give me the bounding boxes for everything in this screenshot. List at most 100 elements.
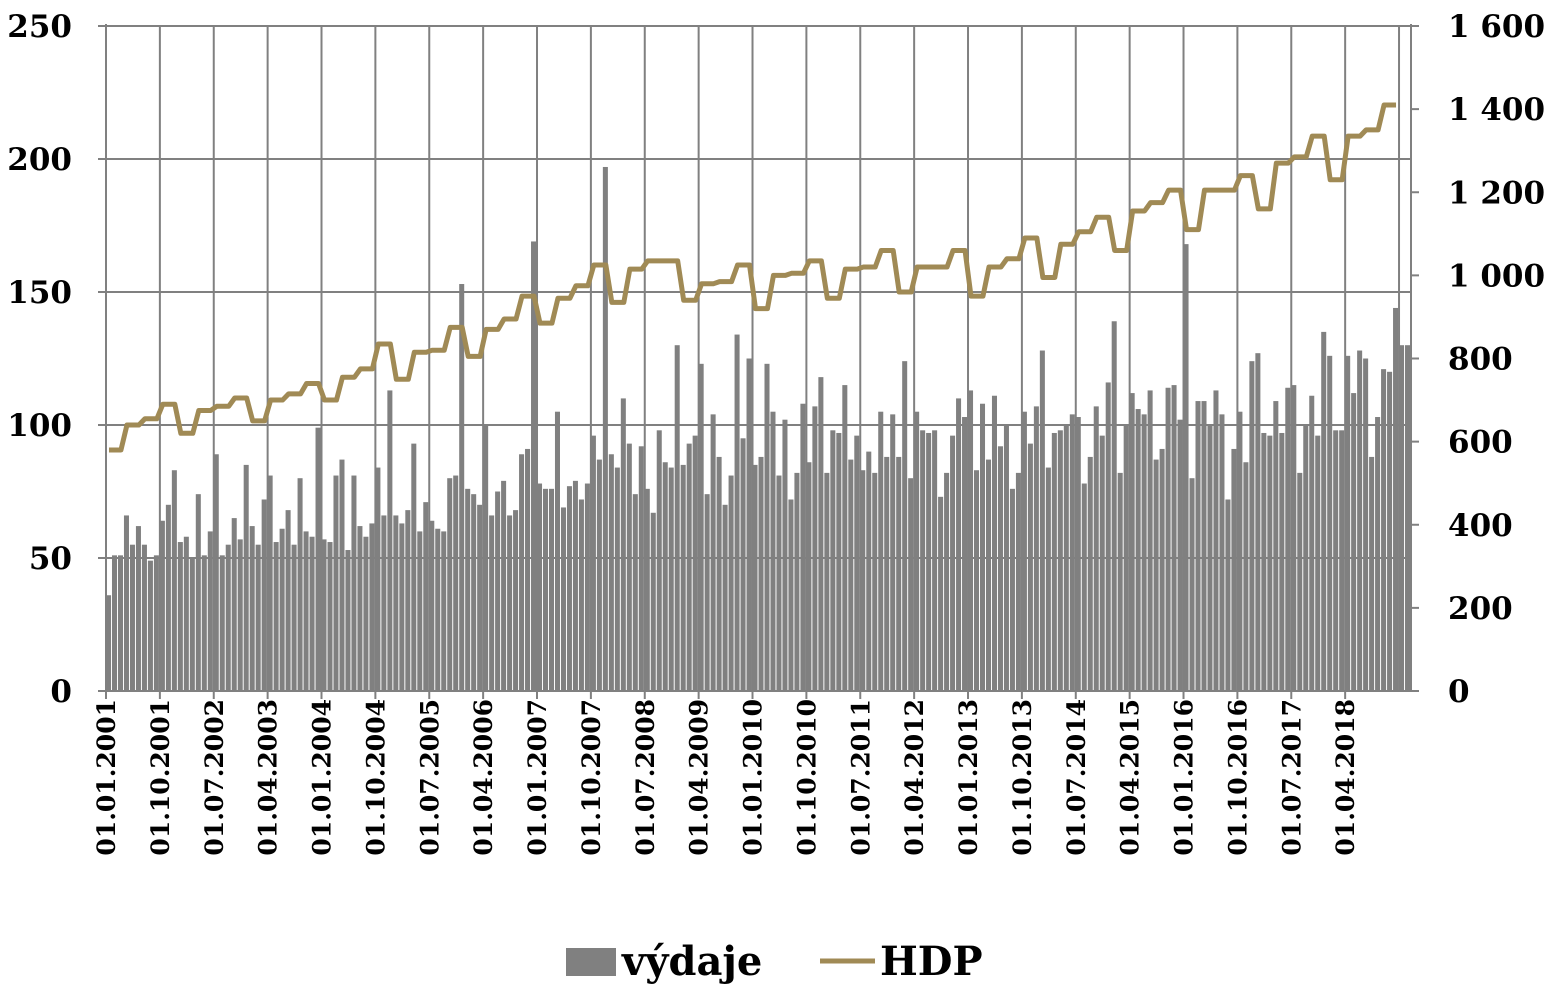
bar — [303, 531, 309, 691]
bar — [135, 526, 141, 691]
x-tick-label: 01.01.2010 — [739, 699, 768, 856]
bar — [387, 390, 393, 691]
bar — [542, 488, 549, 691]
bar — [836, 432, 842, 691]
hdp-line — [108, 102, 1397, 453]
bar — [213, 454, 219, 691]
bar — [578, 499, 584, 691]
left-tick-label: 250 — [7, 9, 72, 45]
bar — [513, 510, 519, 691]
bar — [525, 448, 531, 691]
bar — [483, 425, 489, 691]
bar — [614, 467, 620, 691]
bar — [219, 555, 225, 691]
bar — [698, 363, 704, 691]
bar — [985, 459, 992, 691]
right-tick-label: 200 — [1448, 591, 1513, 627]
bar — [531, 241, 537, 691]
bar — [453, 475, 459, 691]
bar — [1183, 244, 1189, 691]
bar — [381, 515, 387, 691]
bar — [351, 475, 357, 691]
bar — [878, 411, 884, 691]
x-tick-label: 01.01.2016 — [1170, 699, 1199, 856]
bar — [1099, 435, 1105, 691]
x-tick-label: 01.07.2005 — [415, 699, 444, 856]
right-tick-label: 1 400 — [1448, 92, 1545, 128]
bar — [153, 555, 159, 691]
bar — [806, 462, 812, 691]
bar — [291, 544, 297, 691]
bar — [632, 494, 638, 691]
bar — [1225, 499, 1231, 691]
bar — [1405, 345, 1411, 691]
bar — [560, 507, 566, 691]
bar — [734, 334, 740, 691]
x-tick-label: 01.07.2017 — [1277, 699, 1306, 856]
bar — [399, 523, 405, 691]
bar — [333, 475, 339, 691]
bar — [1093, 406, 1099, 691]
bar — [1297, 472, 1303, 691]
bar — [692, 435, 698, 691]
bar — [321, 539, 327, 691]
bar — [854, 435, 860, 691]
bar — [1267, 435, 1273, 691]
left-tick-label: 50 — [29, 541, 72, 577]
bar — [1075, 417, 1081, 691]
bar — [1357, 350, 1363, 691]
bar — [746, 358, 752, 691]
bar — [369, 523, 375, 691]
bar — [1087, 456, 1093, 691]
x-tick-label: 01.04.2003 — [254, 699, 283, 856]
right-tick-label: 0 — [1448, 674, 1470, 710]
bar — [908, 478, 914, 691]
bar — [1129, 393, 1135, 691]
x-tick-label: 01.01.2007 — [523, 699, 552, 856]
bar — [1195, 401, 1201, 691]
bar — [782, 419, 788, 691]
bar — [489, 515, 495, 691]
x-tick-label: 01.04.2006 — [469, 699, 498, 856]
x-tick-label: 01.04.2015 — [1116, 699, 1145, 856]
bar — [195, 494, 201, 691]
bar — [968, 390, 974, 691]
bar — [1399, 345, 1405, 691]
x-tick-label: 01.10.2004 — [361, 699, 390, 856]
bar — [459, 284, 465, 691]
bar — [357, 526, 363, 691]
bar — [896, 456, 902, 691]
bar — [1063, 425, 1069, 691]
bar — [1243, 462, 1249, 691]
bar — [279, 528, 285, 691]
bar — [1159, 448, 1165, 691]
bar — [1231, 448, 1237, 691]
legend-label-vydaje: výdaje — [621, 938, 762, 985]
bar — [842, 385, 848, 691]
bar — [1219, 414, 1225, 691]
bar — [1147, 390, 1153, 691]
bar — [1009, 488, 1015, 691]
bar — [1135, 409, 1141, 691]
x-tick-label: 01.01.2004 — [308, 699, 337, 856]
bar — [1315, 435, 1321, 691]
bar — [914, 411, 920, 691]
right-tick-label: 800 — [1448, 342, 1513, 378]
bar — [1153, 459, 1159, 691]
bar — [1105, 382, 1111, 691]
right-axis-ticks: 0 200 400 600 800 1 000 1 200 1 400 1 600 — [1411, 9, 1545, 710]
bar — [674, 345, 680, 691]
bar — [183, 536, 189, 691]
bar — [644, 488, 650, 691]
x-tick-label: 01.04.2012 — [900, 699, 929, 856]
bar — [1255, 353, 1261, 691]
bar — [363, 536, 369, 691]
x-tick-label: 01.04.2018 — [1331, 699, 1360, 856]
bar — [1291, 385, 1297, 691]
bar — [1351, 393, 1357, 691]
bar — [345, 550, 351, 691]
bar — [189, 558, 195, 691]
x-axis-ticks: 01.01.2001 01.10.2001 01.07.2002 01.04.2003… — [92, 691, 1360, 856]
bar — [728, 475, 734, 691]
bar — [920, 430, 926, 691]
